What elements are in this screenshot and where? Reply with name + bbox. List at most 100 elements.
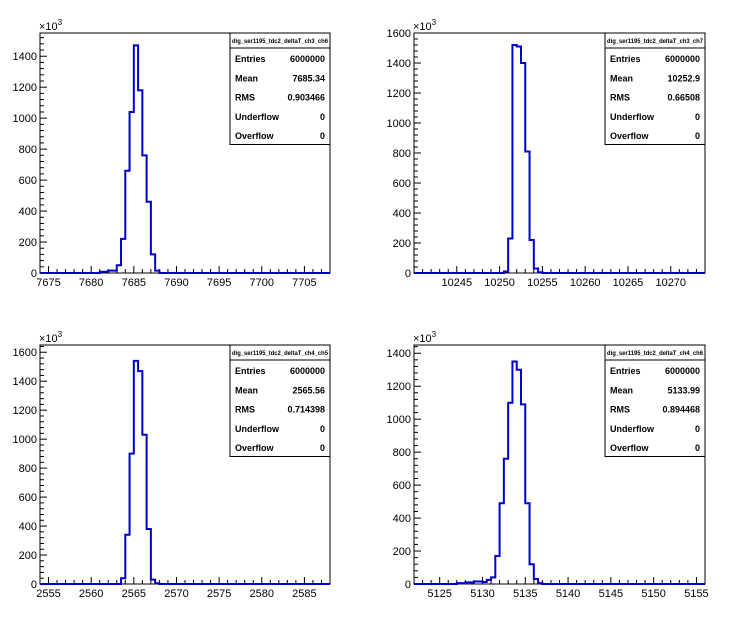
stat-label: Underflow [235,112,280,122]
y-exponent-base: ×10 [39,333,58,345]
y-tick-label: 0 [405,268,411,280]
x-tick-label: 10255 [527,277,558,289]
y-tick-label: 1400 [13,376,37,388]
x-tick-label: 7700 [250,277,274,289]
stat-label: Underflow [610,112,655,122]
y-tick-label: 1200 [13,82,37,94]
y-exponent-label: ×103 [39,330,63,345]
stats-box [229,344,331,457]
y-tick-label: 1400 [387,348,411,360]
x-tick-label: 5140 [556,588,580,600]
x-tick-label: 5125 [427,588,451,600]
histogram-line [414,44,705,274]
x-tick-label: 5155 [684,588,708,600]
histogram-line [40,44,330,274]
stat-value: 5133.99 [667,385,700,395]
x-tick-label: 2565 [122,588,146,600]
y-exponent-label: ×103 [39,18,63,33]
x-tick-label: 10270 [655,277,686,289]
stat-label: Mean [610,73,633,83]
x-tick-label: 10250 [484,277,515,289]
histogram-panel-2: 10245 10250 10255 10260 10265 10270 0 200 400 600… [387,18,706,289]
y-exponent-power: 3 [58,18,63,27]
stat-value: 0 [320,424,325,434]
stat-label: Entries [610,366,641,376]
stat-value: 0.903466 [287,93,325,103]
stat-value: 0 [695,112,700,122]
x-tick-label: 10260 [570,277,601,289]
x-tick-label: 7680 [79,277,103,289]
y-exponent-label: ×103 [413,18,437,33]
histogram-panel-3: 2555 2560 2565 2570 2575 2580 2585 0 200 400 600 80… [13,330,331,600]
y-tick-label: 1000 [13,434,37,446]
histogram-bin [517,47,521,274]
stat-label: RMS [610,405,630,415]
stat-value: 6000000 [665,54,700,64]
stat-label: Mean [235,385,258,395]
y-tick-label: 800 [393,148,411,160]
stat-value: 6000000 [290,54,325,64]
y-tick-label: 800 [19,463,37,475]
stat-value: 0 [320,131,325,141]
y-tick-label: 1000 [13,113,37,125]
stat-label: Mean [610,385,633,395]
y-tick-label: 1400 [387,58,411,70]
stat-label: Overflow [610,443,650,453]
histogram-title: dig_ser1195_tdc2_deltaT_ch3_ch7 [607,39,704,45]
stat-label: Mean [235,73,258,83]
stat-value: 6000000 [290,366,325,376]
stat-value: 0.714398 [287,405,325,415]
y-tick-label: 200 [393,238,411,250]
y-tick-label: 0 [31,579,37,591]
stat-label: Entries [235,54,266,64]
y-exponent-power: 3 [432,330,437,339]
y-tick-label: 1200 [387,381,411,393]
stat-label: Overflow [235,131,275,141]
stat-value: 6000000 [665,366,700,376]
stat-label: RMS [235,93,255,103]
histogram-title: dig_ser1195_tdc2_deltaT_ch4_ch6 [607,351,704,357]
x-tick-label: 5145 [599,588,623,600]
histogram-line [414,360,705,585]
y-tick-label: 400 [19,521,37,533]
y-tick-label: 600 [19,175,37,187]
y-exponent-base: ×10 [413,333,432,345]
stat-value: 0.894468 [662,405,700,415]
y-tick-label: 400 [19,206,37,218]
histogram-panel-4: 5125 5130 5135 5140 5145 5150 5155 0 200 400 600 80… [387,330,709,600]
stat-value: 0 [695,131,700,141]
x-tick-label: 7695 [207,277,231,289]
x-tick-label: 5130 [470,588,494,600]
stat-label: Entries [610,54,641,64]
y-exponent-label: ×103 [413,330,437,345]
y-tick-label: 400 [393,208,411,220]
y-exponent-power: 3 [432,18,437,27]
y-tick-label: 0 [31,268,37,280]
stat-value: 10252.9 [667,73,700,83]
stat-label: Overflow [610,131,650,141]
y-tick-label: 1400 [13,51,37,63]
stat-label: RMS [235,405,255,415]
y-tick-label: 800 [393,447,411,459]
stat-label: Overflow [235,443,275,453]
y-tick-label: 400 [393,513,411,525]
stat-value: 0 [320,443,325,453]
stat-value: 7685.34 [292,73,325,83]
y-tick-label: 1000 [387,118,411,130]
stat-value: 0 [320,112,325,122]
y-exponent-power: 3 [58,330,63,339]
x-tick-label: 7690 [164,277,188,289]
x-tick-label: 7675 [36,277,60,289]
x-tick-label: 2580 [250,588,274,600]
x-tick-label: 2570 [164,588,188,600]
y-tick-label: 1000 [387,414,411,426]
x-tick-label: 5135 [513,588,537,600]
stats-box [604,344,706,457]
y-tick-label: 1200 [13,405,37,417]
x-tick-label: 7685 [122,277,146,289]
y-tick-label: 1600 [387,28,411,40]
x-tick-label: 2560 [79,588,103,600]
y-tick-label: 600 [19,492,37,504]
y-tick-label: 0 [405,579,411,591]
stat-value: 2565.56 [292,385,325,395]
